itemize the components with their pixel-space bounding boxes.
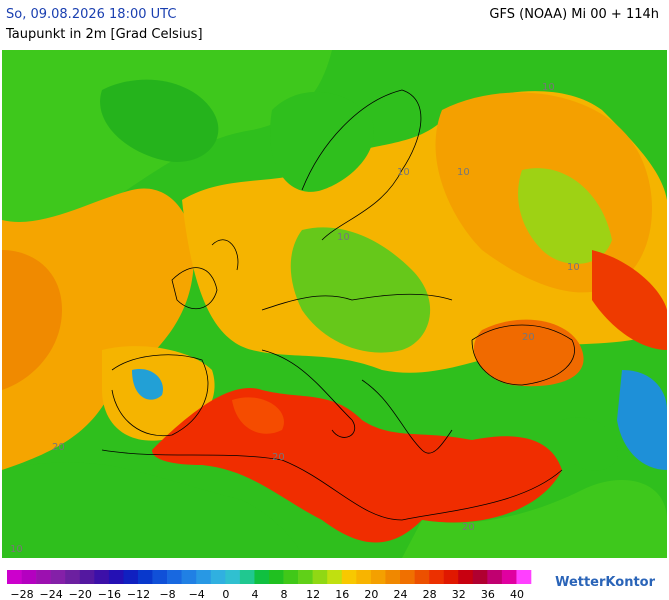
color-swatch: [472, 570, 488, 584]
color-swatch: [298, 570, 313, 584]
color-swatch: [356, 570, 372, 584]
color-swatch: [50, 570, 66, 584]
color-bar-label: −8: [159, 588, 175, 600]
color-swatch: [94, 570, 110, 584]
color-swatch: [501, 570, 517, 584]
contour-label: 10: [457, 167, 470, 178]
contour-label: 10: [397, 167, 410, 178]
color-swatch: [138, 570, 153, 584]
color-bar-label: −16: [98, 588, 121, 600]
color-swatch: [239, 570, 255, 584]
color-swatch: [516, 570, 532, 584]
field-region: [290, 227, 431, 353]
color-swatch: [370, 570, 386, 584]
field-region: [473, 319, 584, 387]
color-bar-label: −20: [69, 588, 92, 600]
field-region: [270, 91, 374, 192]
map: 10 10 10 10 10 20 20 20 20 10: [2, 50, 667, 558]
color-swatch: [65, 570, 81, 584]
color-swatch: [458, 570, 474, 584]
field-region: [132, 369, 163, 400]
contour-label: 20: [462, 522, 475, 533]
color-bar-label: −4: [189, 588, 205, 600]
color-bar-label: 8: [281, 588, 288, 600]
forecast-time: So, 09.08.2026 18:00 UTC: [6, 7, 177, 22]
color-swatch: [196, 570, 212, 584]
brand-logo: WetterKontor: [555, 575, 655, 590]
color-bar-label: 20: [364, 588, 378, 600]
field-region: [402, 480, 667, 558]
color-swatch: [385, 570, 401, 584]
color-bar-label: 24: [394, 588, 408, 600]
color-bar-label: 40: [510, 588, 524, 600]
color-swatch: [254, 570, 270, 584]
color-bar-label: −12: [127, 588, 150, 600]
color-swatch: [181, 570, 197, 584]
contour-label: 10: [567, 262, 580, 273]
color-swatch: [7, 570, 22, 584]
color-swatch: [400, 570, 415, 584]
contour-label: 20: [272, 452, 285, 463]
field-region: [592, 250, 667, 350]
color-swatch: [341, 570, 357, 584]
color-bar-label: 28: [423, 588, 437, 600]
color-swatch: [167, 570, 182, 584]
color-bar: −28 −24 −20 −16 −12 −8 −4 0 4 8 12 16 20 24 28 32 36 40: [7, 570, 532, 600]
color-swatch: [108, 570, 124, 584]
contour-label: 20: [52, 442, 65, 453]
color-bar-label: −24: [40, 588, 63, 600]
color-swatch: [443, 570, 459, 584]
color-swatch: [414, 570, 430, 584]
color-bar-label: 4: [251, 588, 258, 600]
color-bar-label: 36: [481, 588, 495, 600]
field-region: [2, 250, 62, 390]
field-region: [2, 462, 302, 558]
color-swatch: [327, 570, 343, 584]
color-bar-label: −28: [10, 588, 33, 600]
field-region: [100, 79, 219, 162]
color-bar-label: 32: [452, 588, 466, 600]
field-region: [232, 397, 284, 434]
color-bar-label: 16: [335, 588, 349, 600]
color-bar-label: 12: [306, 588, 320, 600]
contour-label: 10: [337, 232, 350, 243]
field-region: [2, 188, 194, 470]
color-swatch: [269, 570, 284, 584]
color-swatch: [36, 570, 51, 584]
color-bar-label: 0: [222, 588, 229, 600]
color-swatch: [123, 570, 139, 584]
field-region: [617, 370, 667, 470]
color-swatch: [487, 570, 503, 584]
model-run: GFS (NOAA) Mi 00 + 114h: [489, 7, 659, 22]
color-swatch: [312, 570, 328, 584]
contour-labels: 10 10 10 10 10 20 20 20 20 10: [10, 82, 580, 555]
color-swatch: [283, 570, 299, 584]
field-region: [518, 168, 612, 264]
contour-label: 20: [522, 332, 535, 343]
contour-label: 10: [542, 82, 555, 93]
field-region: [562, 417, 618, 471]
color-swatch: [225, 570, 241, 584]
color-swatch: [79, 570, 95, 584]
parameter: Taupunkt in 2m [Grad Celsius]: [6, 27, 203, 42]
color-swatch: [429, 570, 444, 584]
coastlines: [101, 89, 575, 521]
contour-label: 10: [10, 544, 23, 555]
color-swatch: [21, 570, 37, 584]
color-swatch: [210, 570, 226, 584]
color-swatch: [152, 570, 168, 584]
